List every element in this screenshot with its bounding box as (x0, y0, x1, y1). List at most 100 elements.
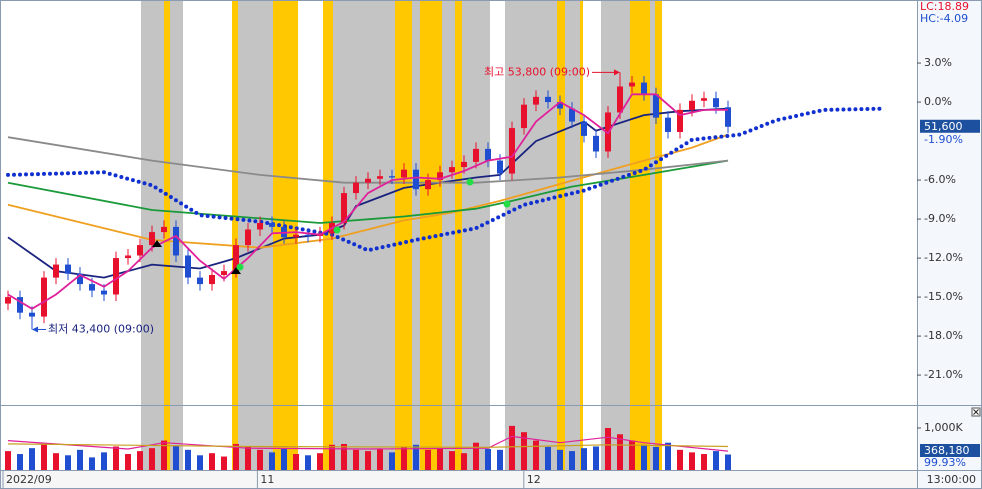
candle-body (569, 108, 575, 122)
volume-bar (437, 448, 443, 470)
volume-bar (209, 453, 215, 470)
candle-body (161, 226, 167, 233)
volume-bar (29, 448, 35, 470)
candle-body (473, 148, 479, 162)
volume-bar (245, 446, 251, 470)
volume-bar (653, 446, 659, 470)
candle-body (461, 161, 467, 168)
gray-band (601, 0, 630, 470)
volume-bar (17, 454, 23, 470)
volume-box (920, 444, 980, 457)
candle-body (557, 102, 563, 109)
volume-bar (221, 456, 227, 470)
volume-bar (161, 440, 167, 470)
volume-bar (449, 451, 455, 470)
signal-dot (466, 178, 474, 186)
yellow-band (580, 0, 583, 470)
volume-bar (377, 448, 383, 470)
volume-bar (149, 448, 155, 470)
yellow-band (630, 0, 650, 470)
volume-bar (545, 446, 551, 470)
gray-band (238, 0, 273, 470)
volume-bar (569, 451, 575, 470)
pct-readout: -1.90% (924, 133, 963, 146)
candle-body (305, 234, 311, 236)
volume-bar (521, 432, 527, 470)
annotation: 최고 53,800 (09:00) (484, 65, 620, 78)
volume-bar (269, 452, 275, 470)
candle-body (353, 182, 359, 194)
annotation-text: 최고 53,800 (09:00) (484, 65, 590, 78)
candle-body (125, 255, 131, 259)
candle-body (65, 264, 71, 274)
candle-body (701, 98, 707, 101)
candle-body (17, 297, 23, 313)
candle-body (449, 167, 455, 173)
candle-body (53, 264, 59, 278)
price-box (920, 119, 980, 133)
candle-body (581, 121, 587, 136)
candle-body (389, 176, 395, 178)
yellow-band (557, 0, 565, 470)
volume-bar (701, 454, 707, 470)
x-tick-label: 2022/09 (6, 473, 52, 486)
candle-body (245, 229, 251, 246)
annotation: 최저 43,400 (09:00) (32, 322, 154, 335)
volume-bar (281, 448, 287, 470)
volume-bar (5, 451, 11, 470)
signal-dot (333, 226, 341, 234)
volume-bar (113, 446, 119, 470)
candle-body (233, 245, 239, 272)
volume-bar (53, 453, 59, 470)
volume-bar (689, 452, 695, 470)
volume-bar (305, 455, 311, 470)
right-axis-panel (917, 0, 982, 489)
volume-bar (497, 449, 503, 470)
volume-bar (353, 449, 359, 470)
y-tick-label: -15.0% (924, 290, 963, 303)
volume-bar (485, 448, 491, 470)
candle-body (149, 232, 155, 246)
volume-bar (41, 444, 47, 470)
candle-body (665, 117, 671, 132)
candle-body (341, 193, 347, 223)
candle-body (209, 274, 215, 285)
candle-body (113, 258, 119, 295)
y-tick-label: -18.0% (924, 329, 963, 342)
volume-bar (461, 453, 467, 470)
volume-bar (365, 451, 371, 470)
volume-bar (605, 427, 611, 470)
gray-band (412, 0, 420, 470)
candle-body (221, 271, 227, 275)
yellow-band (655, 0, 662, 470)
candle-body (713, 98, 719, 108)
candle-body (413, 169, 419, 190)
volume-bar (401, 446, 407, 470)
volume-bar (293, 454, 299, 470)
y-tick-label: -21.0% (924, 368, 963, 381)
y-tick-label: -12.0% (924, 251, 963, 264)
candle-body (677, 109, 683, 132)
gray-band (650, 0, 655, 470)
gray-band (462, 0, 490, 470)
candle-body (521, 104, 527, 129)
volume-bar (257, 449, 263, 470)
candle-body (425, 180, 431, 190)
volume-bar (77, 449, 83, 470)
volume-bar (581, 448, 587, 470)
volume-bar (725, 454, 731, 470)
y-tick-label: 0.0% (924, 95, 952, 108)
volume-bar (509, 425, 515, 470)
volume-bar (137, 451, 143, 470)
volume-readout: 368,180 (924, 444, 970, 457)
volume-bar (641, 444, 647, 470)
candle-body (197, 277, 203, 285)
y-tick-label: 1,000K (924, 421, 963, 434)
time-label: 13:00:00 (927, 473, 976, 486)
x-tick-label: 12 (527, 473, 541, 486)
volume-bar (101, 452, 107, 470)
hc-label: HC:-4.09 (920, 12, 968, 25)
volume-bar (233, 443, 239, 470)
candle-body (185, 255, 191, 278)
